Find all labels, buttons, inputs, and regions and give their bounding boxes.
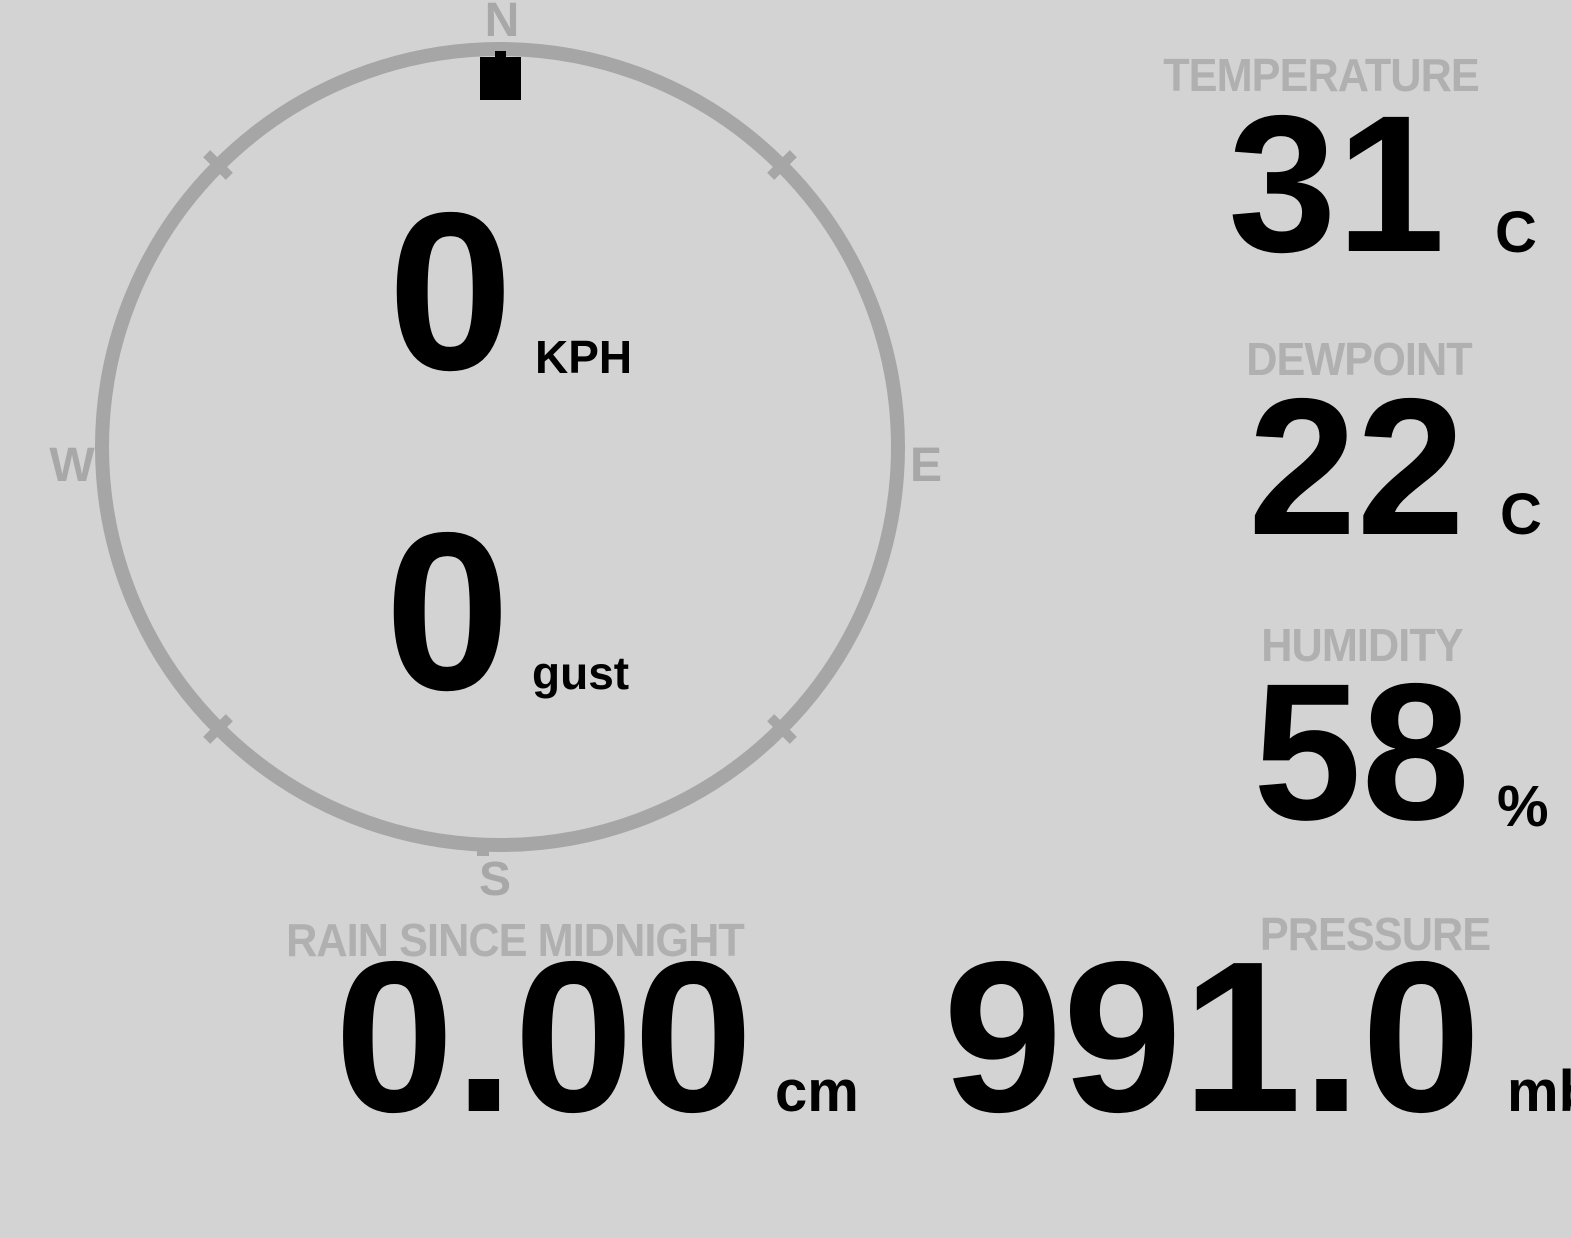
- compass-label-east: E: [909, 439, 943, 492]
- humidity-value: 58: [1253, 643, 1470, 861]
- dewpoint-label: DEWPOINT: [1246, 333, 1472, 385]
- compass-label-north: N: [484, 0, 520, 47]
- temperature-unit: C: [1495, 200, 1537, 265]
- rain-label: RAIN SINCE MIDNIGHT: [286, 914, 745, 966]
- wind-speed-value: 0: [387, 165, 513, 417]
- wind-direction-marker: [480, 57, 521, 100]
- pressure-label: PRESSURE: [1259, 908, 1491, 960]
- rain-unit: cm: [775, 1059, 859, 1124]
- pressure-value: 991.0: [942, 916, 1481, 1157]
- humidity-label: HUMIDITY: [1261, 619, 1463, 671]
- compass-tick-s: [477, 844, 489, 856]
- humidity-unit: %: [1497, 774, 1549, 839]
- compass-label-south: S: [478, 853, 512, 906]
- temperature-value: 31: [1228, 75, 1445, 293]
- dewpoint-unit: C: [1500, 482, 1542, 547]
- dewpoint-value: 22: [1248, 358, 1465, 576]
- wind-direction-marker-tick: [495, 51, 506, 58]
- pressure-unit: mb: [1507, 1059, 1571, 1124]
- temperature-label: TEMPERATURE: [1163, 49, 1480, 101]
- compass-label-west: W: [49, 439, 95, 492]
- wind-gust-unit: gust: [532, 647, 630, 699]
- rain-value: 0.00: [334, 916, 753, 1157]
- wind-speed-unit: KPH: [535, 331, 633, 383]
- wind-gust-value: 0: [384, 485, 510, 737]
